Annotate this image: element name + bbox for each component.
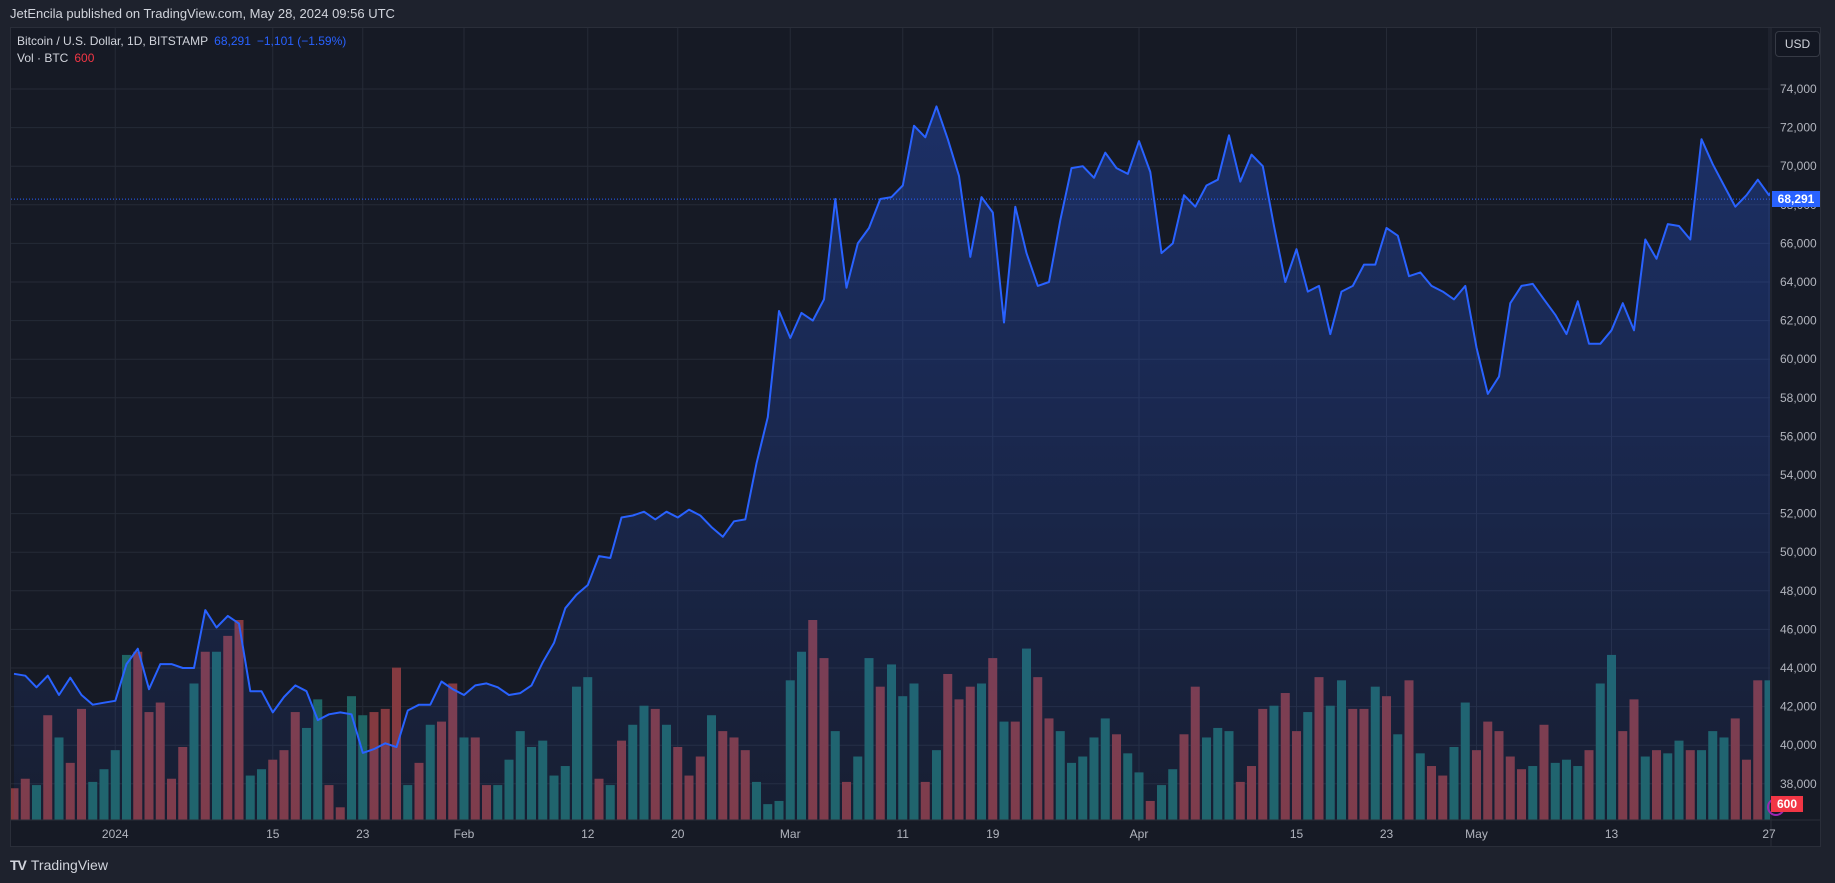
last-price-value: 68,291 <box>214 34 251 48</box>
time-tick-label: Mar <box>780 827 801 841</box>
time-tick-label: 27 <box>1762 827 1776 841</box>
currency-button[interactable]: USD <box>1775 31 1820 57</box>
price-tick-label: 60,000 <box>1780 352 1817 366</box>
price-tick-label: 46,000 <box>1780 622 1817 636</box>
time-tick-label: 11 <box>897 827 910 841</box>
time-axis[interactable]: 2024 15 23 Feb 12 20 Mar 11 19 Apr 15 23 May 13 27 <box>102 827 1776 841</box>
volume-value: 600 <box>74 51 95 65</box>
time-tick-label: 20 <box>671 827 685 841</box>
price-tick-label: 54,000 <box>1780 468 1817 482</box>
published-caption: JetEncila published on TradingView.com, … <box>10 6 395 21</box>
price-tick-label: 74,000 <box>1780 82 1817 96</box>
price-tick-label: 50,000 <box>1780 545 1817 559</box>
tradingview-brand: TradingView <box>30 857 108 873</box>
price-line <box>13 105 1770 754</box>
price-tick-label: 66,000 <box>1780 236 1817 250</box>
time-tick-label: 13 <box>1605 827 1619 841</box>
price-tick-label: 52,000 <box>1780 507 1817 521</box>
price-axis[interactable]: 74,00072,00070,00068,00066,00064,00062,0… <box>1780 82 1817 791</box>
time-tick-label: Apr <box>1130 827 1149 841</box>
time-tick-label: Feb <box>454 827 475 841</box>
price-area-fill <box>14 106 1770 820</box>
price-tick-label: 62,000 <box>1780 314 1817 328</box>
price-tick-label: 48,000 <box>1780 584 1817 598</box>
current-volume-tag: 600 <box>1771 796 1803 812</box>
volume-title: Vol · BTC <box>17 51 69 65</box>
time-tick-label: 23 <box>356 827 370 841</box>
price-tick-label: 72,000 <box>1780 121 1817 135</box>
chart-legend: Bitcoin / U.S. Dollar, 1D, BITSTAMP 68,29… <box>17 33 346 67</box>
time-tick-label: 15 <box>1290 827 1304 841</box>
symbol-title: Bitcoin / U.S. Dollar, 1D, BITSTAMP <box>17 34 209 48</box>
time-tick-label: 12 <box>581 827 595 841</box>
symbol-legend-row[interactable]: Bitcoin / U.S. Dollar, 1D, BITSTAMP 68,29… <box>17 33 346 50</box>
price-tick-label: 42,000 <box>1780 700 1817 714</box>
price-tick-label: 70,000 <box>1780 159 1817 173</box>
price-tick-label: 58,000 <box>1780 391 1817 405</box>
time-tick-label: 2024 <box>102 827 129 841</box>
price-change-value: −1,101 (−1.59%) <box>256 34 347 48</box>
price-tick-label: 40,000 <box>1780 738 1817 752</box>
time-tick-label: 23 <box>1380 827 1394 841</box>
price-tick-label: 38,000 <box>1780 777 1817 791</box>
price-tick-label: 64,000 <box>1780 275 1817 289</box>
footer-branding[interactable]: TV TradingView <box>10 857 108 873</box>
current-price-tag: 68,291 <box>1772 191 1820 208</box>
price-tick-label: 56,000 <box>1780 429 1817 443</box>
tradingview-logo-icon: TV <box>10 857 27 873</box>
time-tick-label: May <box>1465 827 1488 841</box>
time-tick-label: 15 <box>266 827 280 841</box>
price-tick-label: 44,000 <box>1780 661 1817 675</box>
volume-legend-row[interactable]: Vol · BTC 600 <box>17 50 346 67</box>
time-tick-label: 19 <box>986 827 1000 841</box>
